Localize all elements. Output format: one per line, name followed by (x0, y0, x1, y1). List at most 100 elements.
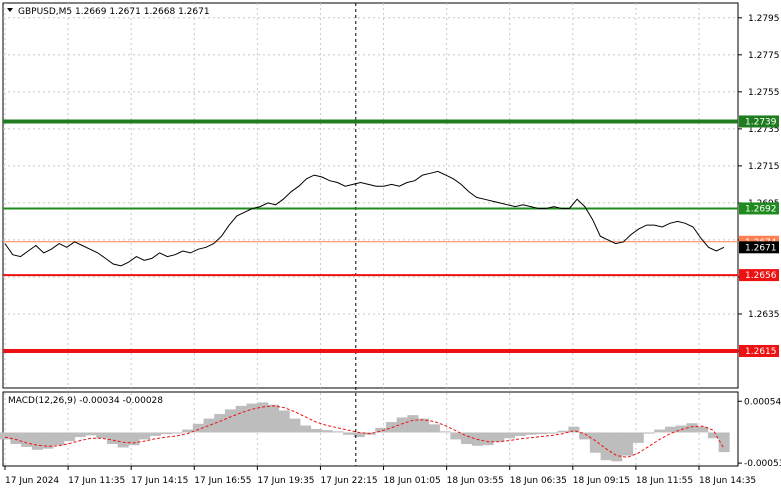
macd-bar (536, 432, 548, 435)
x-tick-label: 17 Jun 14:15 (131, 476, 188, 486)
x-tick-label: 17 Jun 2024 (5, 476, 59, 486)
macd-bar (139, 432, 151, 440)
macd-bar (622, 432, 634, 456)
x-tick-label: 18 Jun 11:55 (636, 476, 693, 486)
macd-bar (428, 424, 440, 433)
y-axis-ticks: 1.27951.27751.27551.27351.27151.26951.26… (738, 14, 780, 357)
macd-title: MACD(12,26,9) -0.00034 -0.00028 (8, 396, 163, 406)
level-tag (739, 269, 779, 282)
x-tick-label: 18 Jun 09:15 (573, 476, 630, 486)
macd-bar (418, 418, 430, 433)
macd-bar (0, 432, 11, 440)
y-tick-label: 1.2735 (748, 125, 780, 135)
macd-bar (482, 432, 494, 446)
macd-bar (182, 429, 194, 433)
chart-title: GBPUSD,M5 1.2669 1.2671 1.2668 1.2671 (18, 7, 210, 17)
macd-bar (439, 431, 451, 433)
macd-bar (461, 432, 473, 445)
x-axis-ticks: 17 Jun 2024 17 Jun 11:35 17 Jun 14:15 17 Ju… (4, 466, 756, 486)
x-tick-label: 17 Jun 22:15 (320, 476, 377, 486)
macd-bar (117, 432, 129, 448)
main-panel (2, 2, 739, 389)
chevron-down-icon[interactable] (7, 8, 13, 12)
macd-bar (321, 430, 333, 433)
macd-bar (396, 417, 408, 433)
macd-bar (568, 426, 580, 433)
macd-signal-line (4, 405, 725, 458)
macd-bar (171, 432, 183, 434)
macd-bar (224, 409, 237, 433)
x-tick-label: 18 Jun 06:35 (510, 476, 567, 486)
level-tag-label: 1.2656 (745, 271, 777, 281)
macd-bar (192, 423, 204, 433)
macd-bar (579, 432, 591, 440)
grid (3, 3, 738, 466)
macd-bar (300, 425, 312, 433)
x-tick-label: 18 Jun 01:05 (384, 476, 441, 486)
macd-bar (407, 415, 419, 433)
macd-bar (589, 432, 601, 453)
macd-y-axis-ticks: 0.00054 -0.00053 (738, 397, 781, 469)
macd-bar (332, 431, 344, 433)
macd-bar (632, 432, 644, 443)
macd-bar (278, 410, 290, 433)
macd-bar (85, 432, 97, 436)
macd-bar (106, 432, 118, 445)
macd-bar (611, 432, 623, 462)
macd-bar (74, 432, 86, 438)
level-tag-label: 1.2692 (745, 204, 777, 214)
y-tick-label: 1.2795 (748, 14, 780, 24)
macd-bar (525, 432, 537, 435)
macd-bar (257, 402, 269, 433)
macd-bar (654, 429, 666, 433)
macd-bar (246, 403, 258, 433)
level-tag (739, 344, 779, 357)
macd-bar (343, 432, 355, 435)
macd-bar (643, 432, 655, 434)
macd-bar (675, 425, 687, 433)
macd-bar (686, 423, 698, 433)
macd-bar (214, 413, 226, 433)
current-price-label: 1.2671 (745, 243, 777, 253)
current-price-box (739, 241, 779, 254)
macd-bar (375, 427, 387, 433)
macd-bar (310, 429, 322, 433)
level-tag (739, 202, 779, 215)
macd-bar (557, 430, 569, 433)
macd-bar (514, 432, 526, 436)
macd-bar (64, 432, 76, 442)
macd-bar (664, 426, 677, 433)
macd-bar (600, 432, 612, 461)
macd-bar (267, 404, 279, 433)
x-tick-label: 18 Jun 14:35 (699, 476, 756, 486)
macd-bar (31, 432, 43, 450)
level-tag (739, 115, 779, 128)
macd-bar (10, 432, 22, 445)
x-tick-label: 18 Jun 03:55 (447, 476, 504, 486)
x-tick-label: 17 Jun 16:55 (194, 476, 251, 486)
y-tick-label: 1.2755 (748, 88, 780, 98)
price-series-line (4, 170, 725, 267)
y-tick-label: 1.2635 (748, 310, 780, 320)
macd-bar (289, 418, 301, 433)
price-levels (3, 119, 738, 353)
y-tick-label: 1.2775 (748, 51, 780, 61)
level-tag-label: 1.2615 (745, 347, 777, 357)
macd-tick-label: -0.00053 (744, 459, 781, 469)
macd-bar (707, 432, 719, 439)
macd-bar (42, 432, 54, 449)
macd-bar (718, 432, 730, 453)
y-tick-label: 1.2715 (748, 162, 780, 172)
macd-bar (504, 432, 516, 439)
macd-bar (353, 432, 365, 438)
macd-bar (450, 432, 462, 440)
level-tag-label: 1.2739 (745, 117, 777, 127)
macd-bar (203, 418, 215, 433)
macd-bar (160, 432, 172, 435)
macd-bar (128, 432, 140, 446)
macd-bar (96, 432, 108, 439)
macd-bar (493, 432, 505, 442)
macd-bar (546, 432, 558, 434)
